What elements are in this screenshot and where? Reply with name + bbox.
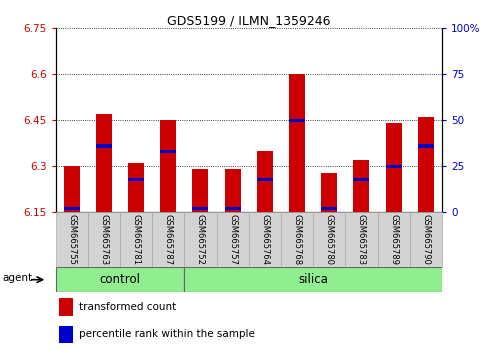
Bar — [354, 160, 369, 212]
Bar — [418, 117, 434, 212]
Bar — [418, 144, 434, 148]
Bar — [321, 172, 337, 212]
Text: GSM665781: GSM665781 — [131, 214, 141, 265]
Bar — [192, 170, 209, 212]
Bar — [345, 212, 378, 267]
Bar — [96, 114, 112, 212]
Bar — [59, 298, 73, 316]
Bar — [385, 165, 402, 168]
Bar — [257, 151, 273, 212]
Text: transformed count: transformed count — [79, 302, 176, 312]
Bar — [56, 212, 88, 267]
Bar — [56, 267, 185, 292]
Bar — [216, 212, 249, 267]
Bar — [152, 212, 185, 267]
Text: GSM665763: GSM665763 — [99, 214, 108, 265]
Title: GDS5199 / ILMN_1359246: GDS5199 / ILMN_1359246 — [167, 14, 330, 27]
Bar — [289, 74, 305, 212]
Bar — [289, 119, 305, 122]
Text: GSM665752: GSM665752 — [196, 214, 205, 265]
Bar — [225, 207, 241, 210]
Text: percentile rank within the sample: percentile rank within the sample — [79, 329, 255, 339]
Bar — [192, 207, 209, 210]
Bar — [88, 212, 120, 267]
Text: GSM665780: GSM665780 — [325, 214, 334, 265]
Text: silica: silica — [298, 273, 328, 286]
Bar — [185, 267, 442, 292]
Text: agent: agent — [3, 273, 33, 284]
Text: GSM665757: GSM665757 — [228, 214, 237, 265]
Bar — [257, 178, 273, 181]
Bar — [321, 207, 337, 210]
Bar — [354, 178, 369, 181]
Text: GSM665764: GSM665764 — [260, 214, 270, 265]
Text: GSM665790: GSM665790 — [421, 214, 430, 265]
Bar — [313, 212, 345, 267]
Bar — [410, 212, 442, 267]
Bar — [385, 124, 402, 212]
Text: GSM665789: GSM665789 — [389, 214, 398, 265]
Bar — [160, 120, 176, 212]
Text: GSM665787: GSM665787 — [164, 214, 173, 265]
Text: control: control — [99, 273, 141, 286]
Bar — [378, 212, 410, 267]
Bar — [225, 170, 241, 212]
Bar — [185, 212, 216, 267]
Bar — [120, 212, 152, 267]
Text: GSM665755: GSM665755 — [67, 214, 76, 265]
Bar — [96, 144, 112, 148]
Bar — [249, 212, 281, 267]
Bar — [64, 166, 80, 212]
Bar — [59, 326, 73, 343]
Bar — [128, 163, 144, 212]
Bar — [160, 150, 176, 153]
Bar — [64, 207, 80, 210]
Text: GSM665768: GSM665768 — [293, 214, 301, 265]
Bar — [281, 212, 313, 267]
Bar — [128, 178, 144, 181]
Text: GSM665783: GSM665783 — [357, 214, 366, 265]
